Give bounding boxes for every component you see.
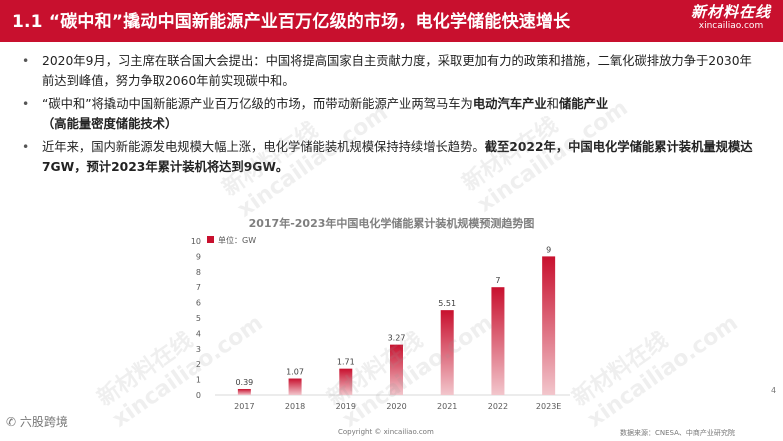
bullet-1-text: 2020年9月，习主席在联合国大会提出：中国将提高国家自主贡献力度，采取更加有力…	[42, 54, 752, 88]
data-label: 3.27	[388, 334, 406, 343]
data-label: 1.71	[337, 358, 355, 367]
brand-name-en: xincailiao.com	[698, 21, 764, 31]
bullet-2-text-b: 和	[546, 97, 559, 111]
chart-title: 2017年-2023年中国电化学储能累计装机规模预测趋势图	[248, 217, 535, 230]
x-tick-label: 2022	[488, 402, 508, 411]
bullet-2-text-a: “碳中和”将撬动中国新能源产业百万亿级的市场，而带动新能源产业两驾马车为	[42, 97, 473, 111]
bullet-dot-icon: •	[22, 140, 30, 154]
data-label: 9	[546, 245, 551, 254]
y-tick-label: 5	[196, 314, 201, 323]
bar	[237, 388, 251, 395]
legend-label: 单位：GW	[218, 235, 256, 245]
data-label: 7	[495, 276, 500, 285]
bar	[288, 378, 302, 395]
bottom-left-logo-text: 六股跨境	[19, 415, 68, 429]
brand-name-cn: 新材料在线	[690, 3, 771, 21]
bar	[339, 368, 353, 395]
bullet-3-text-a: 近年来，国内新能源发电规模大幅上涨，电化学储能装机规模保持持续增长趋势。	[42, 140, 485, 154]
bar	[440, 310, 454, 395]
bullet-3-bold-a: 截至2022年，中国电化学储能累计装机量规模达7GW，预计2023年累计装机将达…	[42, 140, 753, 174]
header-bar: 1.1 “碳中和”撬动中国新能源产业百万亿级的市场，电化学储能快速增长 新材料在…	[0, 0, 783, 42]
bar	[390, 344, 403, 395]
bar	[491, 287, 505, 395]
x-tick-label: 2018	[285, 402, 305, 411]
y-tick-label: 1	[196, 376, 201, 385]
y-tick-label: 2	[196, 360, 201, 369]
y-tick-label: 8	[196, 268, 201, 277]
x-tick-label: 2021	[437, 402, 457, 411]
page-number: 4	[771, 386, 777, 395]
y-tick-label: 4	[196, 329, 201, 338]
footer: Copyright © xincailiao.com 数据来源：CNESA、中商…	[0, 423, 783, 441]
bottom-left-logo: ✆ 六股跨境	[6, 413, 68, 430]
y-tick-label: 0	[196, 391, 201, 400]
bullet-dot-icon: •	[22, 97, 30, 111]
bar	[542, 256, 556, 395]
x-tick-label: 2023E	[536, 402, 561, 411]
y-tick-label: 10	[191, 237, 201, 246]
y-tick-label: 3	[196, 345, 201, 354]
data-label: 5.51	[438, 299, 456, 308]
copyright-text: Copyright © xincailiao.com	[338, 428, 434, 436]
x-tick-label: 2020	[386, 402, 406, 411]
y-tick-label: 7	[196, 283, 201, 292]
bullet-2-bold-b: 储能产业	[558, 97, 609, 111]
bullet-2-bold-a: 电动汽车产业	[472, 97, 547, 111]
legend-swatch	[207, 236, 214, 243]
x-tick-label: 2019	[336, 402, 356, 411]
bullet-1: • 2020年9月，习主席在联合国大会提出：中国将提高国家自主贡献力度，采取更加…	[22, 51, 762, 91]
page-title: 1.1 “碳中和”撬动中国新能源产业百万亿级的市场，电化学储能快速增长	[12, 12, 571, 32]
bullet-2-bold-c: （高能量密度储能技术）	[42, 117, 178, 131]
bullet-list: • 2020年9月，习主席在联合国大会提出：中国将提高国家自主贡献力度，采取更加…	[22, 51, 762, 180]
bullet-dot-icon: •	[22, 54, 30, 68]
x-tick-label: 2017	[234, 402, 254, 411]
bullet-2: • “碳中和”将撬动中国新能源产业百万亿级的市场，而带动新能源产业两驾马车为电动…	[22, 94, 762, 134]
data-label: 0.39	[235, 378, 253, 387]
y-tick-label: 6	[196, 299, 201, 308]
data-label: 1.07	[286, 368, 304, 377]
brand-logo: 新材料在线 xincailiao.com	[691, 4, 771, 32]
weibo-icon: ✆	[6, 415, 17, 429]
bullet-3: • 近年来，国内新能源发电规模大幅上涨，电化学储能装机规模保持持续增长趋势。截至…	[22, 137, 762, 177]
data-source-text: 数据来源：CNESA、中商产业研究院	[620, 429, 735, 437]
y-tick-label: 9	[196, 252, 201, 261]
